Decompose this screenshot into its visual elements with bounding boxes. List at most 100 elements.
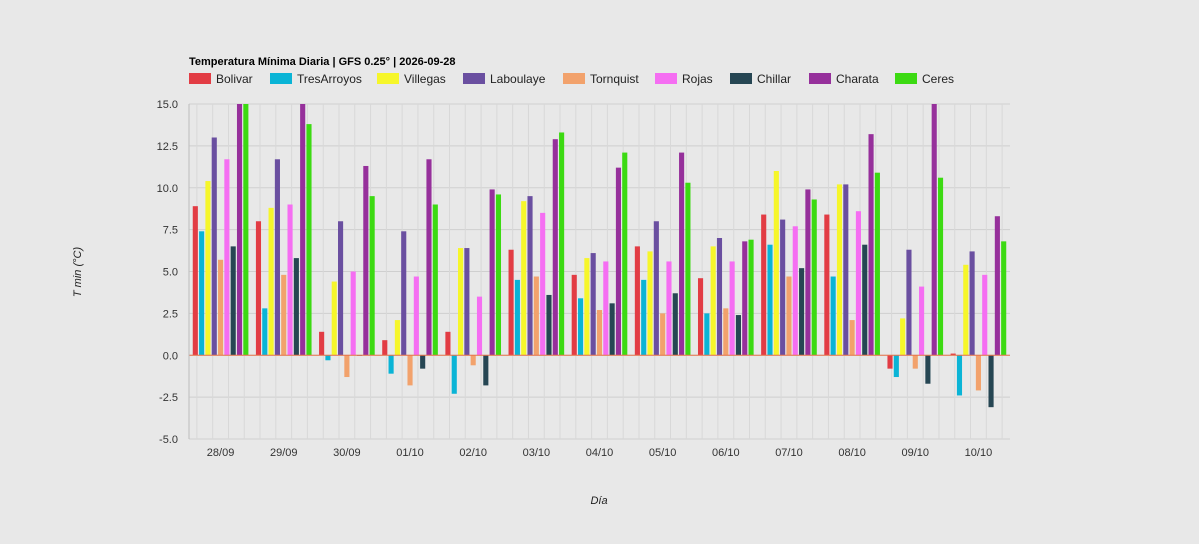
legend-swatch bbox=[730, 73, 752, 84]
bar-ceres-28-09 bbox=[243, 104, 249, 356]
bar-laboulaye-29-09 bbox=[274, 159, 280, 356]
bar-ceres-01-10 bbox=[432, 204, 438, 356]
legend-swatch bbox=[563, 73, 585, 84]
legend-item-laboulaye[interactable]: Laboulaye bbox=[463, 72, 546, 86]
bar-ceres-08-10 bbox=[874, 172, 880, 356]
legend-item-bolivar[interactable]: Bolivar bbox=[189, 72, 253, 86]
bar-tresarroyos-29-09 bbox=[262, 308, 268, 356]
legend-swatch bbox=[270, 73, 292, 84]
bar-laboulaye-28-09 bbox=[211, 137, 217, 356]
bar-tresarroyos-02-10 bbox=[451, 355, 457, 394]
bar-chillar-28-09 bbox=[230, 246, 236, 356]
axes: 15.0 12.5 10.0 7.5 5.0 2.5 0.0 -2.5 -5.0 28/09 29/… bbox=[157, 99, 1010, 459]
bar-tornquist-06-10 bbox=[723, 308, 729, 356]
y-tick-label: 0.0 bbox=[163, 350, 178, 362]
bar-tresarroyos-10-10 bbox=[956, 355, 963, 396]
bar-villegas-30-09 bbox=[331, 281, 337, 356]
x-tick-label: 10/10 bbox=[965, 447, 993, 459]
bar-charata-01-10 bbox=[426, 159, 432, 356]
x-tick-label: 03/10 bbox=[523, 447, 551, 459]
chart-title: Temperatura Mínima Diaria | GFS 0.25° | … bbox=[189, 56, 456, 68]
bar-rojas-07-10 bbox=[792, 226, 798, 356]
bar-rojas-08-10 bbox=[855, 211, 861, 356]
bar-tornquist-08-10 bbox=[849, 320, 855, 356]
bar-rojas-10-10 bbox=[982, 274, 988, 356]
bar-bolivar-01-10 bbox=[382, 340, 388, 356]
x-tick-label: 30/09 bbox=[333, 447, 361, 459]
bar-tresarroyos-06-10 bbox=[704, 313, 710, 356]
bar-chillar-02-10 bbox=[483, 355, 489, 386]
bar-bolivar-29-09 bbox=[255, 221, 262, 356]
bar-tornquist-09-10 bbox=[912, 355, 918, 369]
bar-charata-05-10 bbox=[679, 152, 685, 356]
bar-laboulaye-04-10 bbox=[590, 253, 596, 356]
legend-label: Rojas bbox=[682, 72, 713, 86]
bar-villegas-07-10 bbox=[773, 171, 779, 356]
bar-bolivar-08-10 bbox=[824, 214, 830, 356]
y-tick-label: 12.5 bbox=[157, 141, 178, 153]
legend-label: Laboulaye bbox=[490, 72, 546, 86]
x-axis-title: Día bbox=[590, 495, 607, 507]
legend-item-tornquist[interactable]: Tornquist bbox=[563, 72, 639, 86]
bar-tresarroyos-01-10 bbox=[388, 355, 394, 374]
bar-rojas-28-09 bbox=[224, 159, 230, 356]
bar-tornquist-04-10 bbox=[596, 310, 603, 356]
bar-tresarroyos-03-10 bbox=[514, 279, 520, 356]
legend-label: Bolivar bbox=[216, 72, 253, 86]
bar-tresarroyos-04-10 bbox=[577, 298, 584, 356]
bar-laboulaye-07-10 bbox=[780, 219, 786, 356]
y-tick-label: 5.0 bbox=[163, 267, 178, 279]
bar-tornquist-05-10 bbox=[660, 313, 666, 356]
bar-chillar-03-10 bbox=[546, 294, 552, 356]
bar-charata-10-10 bbox=[994, 216, 1000, 356]
bar-laboulaye-05-10 bbox=[653, 221, 659, 356]
y-tick-label: -5.0 bbox=[159, 434, 178, 446]
bar-villegas-29-09 bbox=[268, 207, 274, 356]
legend-label: Chillar bbox=[757, 72, 791, 86]
legend-label: Tornquist bbox=[590, 72, 639, 86]
x-tick-label: 05/10 bbox=[649, 447, 677, 459]
bar-villegas-10-10 bbox=[963, 264, 969, 356]
legend-item-charata[interactable]: Charata bbox=[809, 72, 879, 86]
legend-swatch bbox=[655, 73, 677, 84]
bar-bolivar-05-10 bbox=[634, 246, 640, 356]
y-tick-label: 7.5 bbox=[163, 225, 178, 237]
bar-villegas-08-10 bbox=[836, 184, 843, 356]
bar-rojas-01-10 bbox=[413, 276, 419, 356]
legend-swatch bbox=[809, 73, 831, 84]
legend-item-tresarroyos[interactable]: TresArroyos bbox=[270, 72, 362, 86]
x-tick-label: 08/10 bbox=[838, 447, 866, 459]
legend-swatch bbox=[895, 73, 917, 84]
bar-ceres-04-10 bbox=[622, 152, 628, 356]
bar-chillar-29-09 bbox=[293, 258, 299, 356]
y-tick-label: 15.0 bbox=[157, 99, 178, 111]
bar-bolivar-03-10 bbox=[508, 249, 514, 356]
bar-charata-08-10 bbox=[868, 134, 874, 356]
legend-item-rojas[interactable]: Rojas bbox=[655, 72, 713, 86]
x-tick-label: 28/09 bbox=[207, 447, 235, 459]
bar-laboulaye-03-10 bbox=[527, 196, 533, 356]
bar-tornquist-28-09 bbox=[218, 259, 224, 356]
bar-charata-03-10 bbox=[552, 139, 558, 356]
bar-chillar-01-10 bbox=[420, 355, 426, 369]
bar-bolivar-07-10 bbox=[761, 214, 767, 356]
bar-bolivar-30-09 bbox=[319, 331, 325, 356]
x-tick-label: 07/10 bbox=[775, 447, 803, 459]
bar-chillar-08-10 bbox=[862, 244, 868, 356]
legend-item-ceres[interactable]: Ceres bbox=[895, 72, 954, 86]
bar-chillar-06-10 bbox=[735, 315, 741, 356]
bar-villegas-06-10 bbox=[710, 246, 716, 356]
bar-tornquist-10-10 bbox=[975, 355, 981, 391]
bar-tresarroyos-28-09 bbox=[199, 231, 205, 356]
bar-tresarroyos-08-10 bbox=[830, 276, 836, 356]
legend-item-villegas[interactable]: Villegas bbox=[377, 72, 446, 86]
legend-swatch bbox=[189, 73, 211, 84]
bar-ceres-06-10 bbox=[748, 239, 754, 356]
legend-item-chillar[interactable]: Chillar bbox=[730, 72, 791, 86]
legend-label: TresArroyos bbox=[297, 72, 362, 86]
bar-villegas-01-10 bbox=[394, 320, 400, 356]
bar-rojas-04-10 bbox=[603, 261, 609, 356]
bar-tresarroyos-30-09 bbox=[325, 355, 331, 361]
